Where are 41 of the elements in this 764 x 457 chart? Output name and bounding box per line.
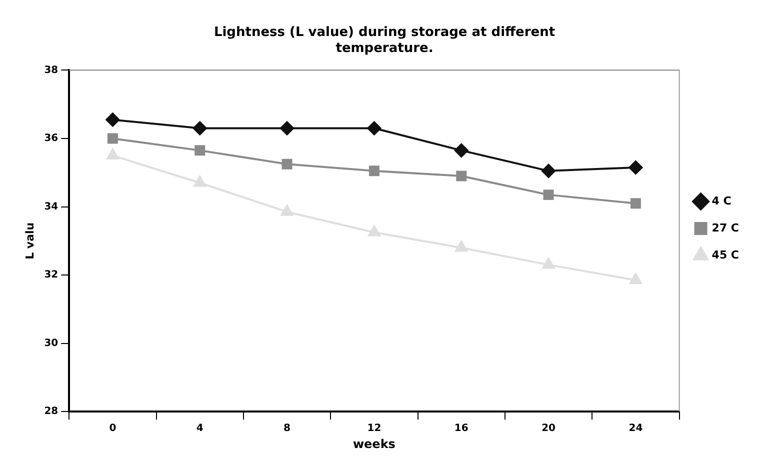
x-tick-label: 12 xyxy=(367,423,382,434)
point xyxy=(280,204,294,216)
y-tick-label: 38 xyxy=(44,64,58,76)
point xyxy=(192,121,207,136)
x-axis-title: weeks xyxy=(352,436,396,451)
point xyxy=(368,225,380,236)
point xyxy=(630,273,642,284)
point xyxy=(106,112,120,127)
legend-label: 27 C xyxy=(712,221,740,234)
point xyxy=(194,176,206,187)
point xyxy=(542,164,556,178)
x-tick-label: 24 xyxy=(628,423,643,434)
point xyxy=(280,121,294,136)
point xyxy=(455,240,468,252)
point xyxy=(367,121,382,136)
point xyxy=(106,148,119,160)
x-tick-label: 8 xyxy=(284,423,291,434)
point xyxy=(630,198,641,209)
text: Lightness (L value) during storage at different xyxy=(214,25,556,40)
point xyxy=(628,160,643,174)
point xyxy=(542,258,555,269)
point xyxy=(282,158,292,170)
point xyxy=(107,133,118,144)
point xyxy=(194,145,206,156)
point xyxy=(368,166,380,176)
point xyxy=(543,190,554,200)
point xyxy=(454,143,468,158)
y-tick-label: 32 xyxy=(44,270,58,281)
y-tick-label: 28 xyxy=(44,406,58,418)
x-tick-label: 4 xyxy=(196,423,204,434)
point xyxy=(456,170,467,182)
x-tick-label: 20 xyxy=(542,423,556,434)
legend-label: 45 C xyxy=(712,248,740,262)
x-tick-label: 16 xyxy=(454,423,468,434)
x-tick-label: 0 xyxy=(109,423,116,434)
y-tick-label: 36 xyxy=(44,133,58,144)
legend-label: 4 C xyxy=(712,194,732,208)
y-axis-title: L valu xyxy=(23,222,36,260)
y-tick-label: 30 xyxy=(44,338,58,349)
y-tick-label: 34 xyxy=(44,201,58,212)
text: temperature. xyxy=(336,40,434,56)
